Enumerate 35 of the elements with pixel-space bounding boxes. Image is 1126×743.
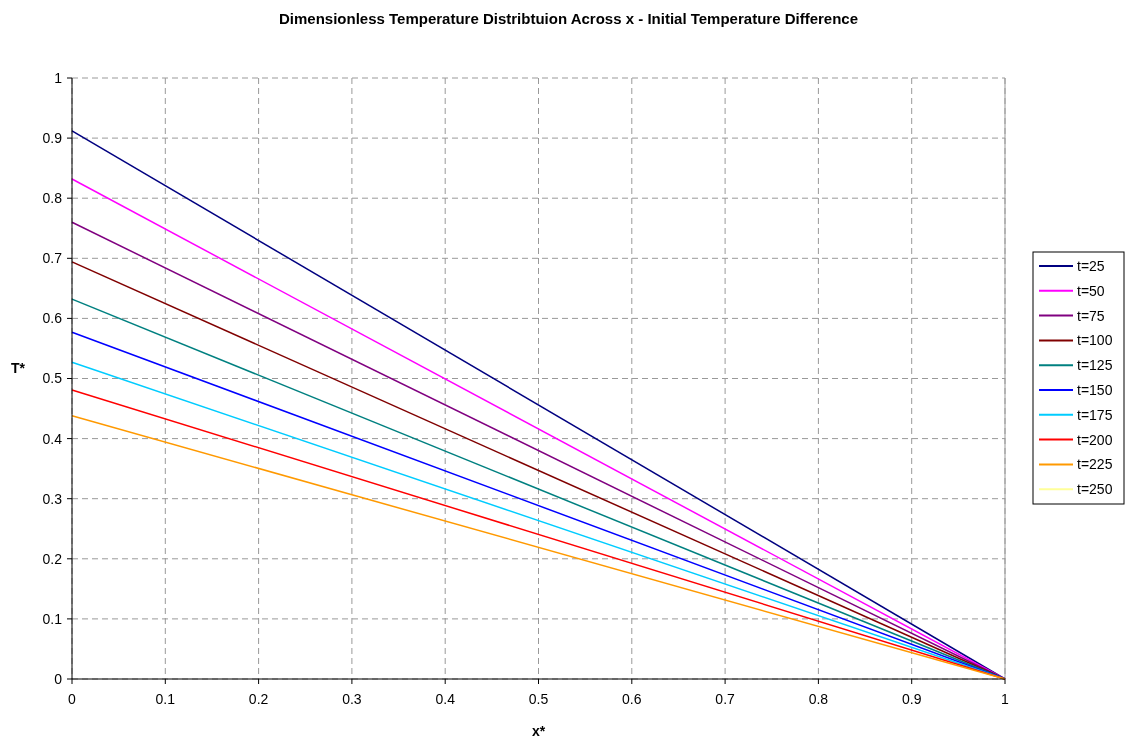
legend-label: t=175 xyxy=(1077,406,1113,423)
legend-label: t=50 xyxy=(1077,282,1105,299)
x-tick-label: 0.6 xyxy=(622,691,642,707)
y-tick-label: 1 xyxy=(54,69,63,86)
legend-label: t=125 xyxy=(1077,357,1113,374)
legend-label: t=150 xyxy=(1077,381,1113,398)
y-tick-label: 0.3 xyxy=(42,490,63,507)
x-tick-label: 0.9 xyxy=(901,691,922,707)
x-tick-label: 0.5 xyxy=(528,691,549,707)
legend-label: t=225 xyxy=(1077,456,1113,473)
x-tick-label: 0.3 xyxy=(342,691,362,707)
chart-title: Dimensionless Temperature Distribtuion Across x - Initial Temperature Difference xyxy=(278,10,859,27)
legend-label: t=100 xyxy=(1077,332,1113,349)
y-tick-label: 0.8 xyxy=(42,190,63,207)
x-tick-label: 0.1 xyxy=(155,691,176,707)
y-tick-label: 0.2 xyxy=(42,550,63,567)
x-axis-title: x* xyxy=(531,723,546,739)
y-axis-title: T* xyxy=(11,359,26,376)
y-tick-label: 0.1 xyxy=(42,610,63,627)
x-tick-label: 0.8 xyxy=(808,691,829,707)
y-tick-label: 0.4 xyxy=(42,430,63,447)
legend-label: t=75 xyxy=(1077,307,1105,324)
legend-label: t=250 xyxy=(1077,481,1113,498)
x-tick-label: 0.7 xyxy=(715,691,736,707)
y-tick-label: 0.6 xyxy=(42,310,63,327)
y-tick-label: 0 xyxy=(54,670,63,687)
y-tick-label: 0.7 xyxy=(42,250,63,267)
y-tick-label: 0.9 xyxy=(42,130,63,146)
legend-label: t=200 xyxy=(1077,431,1113,448)
x-tick-label: 0 xyxy=(68,691,77,707)
x-tick-label: 0.4 xyxy=(435,691,456,707)
x-tick-label: 0.2 xyxy=(248,691,269,707)
legend-label: t=25 xyxy=(1077,257,1105,274)
y-tick-label: 0.5 xyxy=(42,370,63,387)
x-tick-label: 1 xyxy=(1001,691,1010,707)
